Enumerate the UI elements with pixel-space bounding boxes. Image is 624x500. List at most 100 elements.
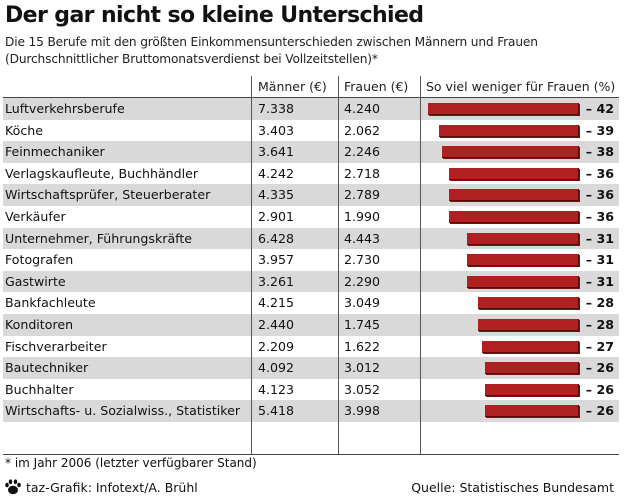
difference-bar <box>485 362 579 375</box>
credit: taz-Grafik: Infotext/A. Brühl <box>26 480 198 495</box>
difference-percent-label: – 26 <box>585 403 614 419</box>
difference-percent-label: – 31 <box>585 230 614 246</box>
table-row: Köche 3.403 2.062 – 39 <box>3 120 619 142</box>
column-divider-3 <box>420 76 421 454</box>
occupation-label: Gastwirte <box>5 273 66 289</box>
footnote: * im Jahr 2006 (letzter verfügbarer Stan… <box>5 456 257 470</box>
table-row: Luftverkehrsberufe 7.338 4.240 – 42 <box>3 98 619 120</box>
difference-bar <box>449 167 579 180</box>
table-row: Fotografen 3.957 2.730 – 31 <box>3 249 619 271</box>
occupation-label: Verkäufer <box>5 209 66 224</box>
difference-bar <box>449 189 579 202</box>
table-row: Fischverarbeiter 2.209 1.622 – 27 <box>3 336 619 358</box>
table-row: Wirtschafts- u. Sozialwiss., Statistiker… <box>3 400 619 422</box>
column-header-women: Frauen (€) <box>344 79 409 94</box>
difference-percent-label: – 31 <box>585 273 614 289</box>
women-salary-value: 1.990 <box>344 209 381 224</box>
occupation-label: Bautechniker <box>5 360 89 376</box>
difference-percent-label: – 27 <box>585 338 614 354</box>
difference-bar <box>467 254 579 267</box>
men-salary-value: 2.209 <box>258 338 295 354</box>
men-salary-value: 2.440 <box>258 317 295 332</box>
men-salary-value: 2.901 <box>258 209 295 224</box>
women-salary-value: 3.998 <box>344 403 381 419</box>
difference-percent-label: – 42 <box>585 101 614 116</box>
women-salary-value: 1.622 <box>344 338 381 354</box>
source: Quelle: Statistisches Bundesamt <box>411 480 614 495</box>
difference-percent-label: – 38 <box>585 144 614 160</box>
taz-paw-icon <box>5 479 21 495</box>
difference-percent-label: – 28 <box>585 317 614 332</box>
occupation-label: Bankfachleute <box>5 295 96 311</box>
table-row: Bautechniker 4.092 3.012 – 26 <box>3 357 619 379</box>
difference-percent-label: – 28 <box>585 295 614 311</box>
difference-percent-label: – 26 <box>585 360 614 376</box>
difference-bar <box>485 383 579 396</box>
chart-title: Der gar nicht so kleine Unterschied <box>5 3 424 28</box>
table-row: Unternehmer, Führungskräfte 6.428 4.443 – 3… <box>3 227 619 250</box>
women-salary-value: 2.718 <box>344 165 381 181</box>
men-salary-value: 4.092 <box>258 360 295 376</box>
occupation-label: Fischverarbeiter <box>5 338 107 354</box>
occupation-label: Fotografen <box>5 252 74 268</box>
men-salary-value: 3.957 <box>258 252 295 268</box>
women-salary-value: 3.012 <box>344 360 381 376</box>
occupation-label: Köche <box>5 122 43 138</box>
difference-bar <box>485 405 579 418</box>
bottom-divider <box>3 454 619 455</box>
difference-percent-label: – 36 <box>585 209 614 224</box>
difference-bar <box>428 103 579 115</box>
difference-bar <box>449 211 579 223</box>
table-row: Verkäufer 2.901 1.990 – 36 <box>3 206 619 228</box>
women-salary-value: 2.062 <box>344 122 381 138</box>
women-salary-value: 2.789 <box>344 187 381 203</box>
table-row: Konditoren 2.440 1.745 – 28 <box>3 314 619 336</box>
table-row: Bankfachleute 4.215 3.049 – 28 <box>3 292 619 314</box>
men-salary-value: 3.403 <box>258 122 295 138</box>
table-row: Buchhalter 4.123 3.052 – 26 <box>3 379 619 401</box>
column-header-men: Männer (€) <box>258 79 327 94</box>
men-salary-value: 4.242 <box>258 165 295 181</box>
occupation-label: Unternehmer, Führungskräfte <box>5 230 193 246</box>
column-divider-2 <box>338 76 339 454</box>
women-salary-value: 4.443 <box>344 230 381 246</box>
women-salary-value: 4.240 <box>344 101 381 116</box>
occupation-label: Verlagskaufleute, Buchhändler <box>5 165 199 181</box>
chart-subtitle: Die 15 Berufe mit den größten Einkommens… <box>5 35 538 66</box>
difference-bar <box>478 319 579 331</box>
table-row: Gastwirte 3.261 2.290 – 31 <box>3 270 619 293</box>
men-salary-value: 7.338 <box>258 101 295 116</box>
men-salary-value: 4.123 <box>258 381 295 397</box>
table-row: Feinmechaniker 3.641 2.246 – 38 <box>3 141 619 163</box>
men-salary-value: 3.641 <box>258 144 295 160</box>
women-salary-value: 1.745 <box>344 317 381 332</box>
difference-percent-label: – 39 <box>585 122 614 138</box>
difference-percent-label: – 31 <box>585 252 614 268</box>
women-salary-value: 2.290 <box>344 273 381 289</box>
table-row: Wirtschaftsprüfer, Steuerberater 4.335 2.7… <box>3 184 619 206</box>
occupation-label: Wirtschaftsprüfer, Steuerberater <box>5 187 211 203</box>
men-salary-value: 3.261 <box>258 273 295 289</box>
occupation-label: Wirtschafts- u. Sozialwiss., Statistiker <box>5 403 241 419</box>
difference-bar <box>467 275 579 288</box>
occupation-label: Konditoren <box>5 317 74 332</box>
difference-bar <box>438 124 579 137</box>
women-salary-value: 3.052 <box>344 381 381 397</box>
difference-bar <box>478 297 579 310</box>
women-salary-value: 2.730 <box>344 252 381 268</box>
women-salary-value: 2.246 <box>344 144 381 160</box>
men-salary-value: 4.215 <box>258 295 295 311</box>
difference-percent-label: – 26 <box>585 381 614 397</box>
header-divider <box>3 97 619 98</box>
men-salary-value: 4.335 <box>258 187 295 203</box>
occupation-label: Luftverkehrsberufe <box>5 101 125 116</box>
difference-percent-label: – 36 <box>585 187 614 203</box>
occupation-label: Feinmechaniker <box>5 144 105 160</box>
difference-percent-label: – 36 <box>585 165 614 181</box>
column-header-diff: So viel weniger für Frauen (%) <box>426 79 616 94</box>
difference-bar <box>481 340 579 353</box>
men-salary-value: 6.428 <box>258 230 295 246</box>
table-row: Verlagskaufleute, Buchhändler 4.242 2.718 –… <box>3 163 619 185</box>
men-salary-value: 5.418 <box>258 403 295 419</box>
column-divider-1 <box>251 76 252 454</box>
